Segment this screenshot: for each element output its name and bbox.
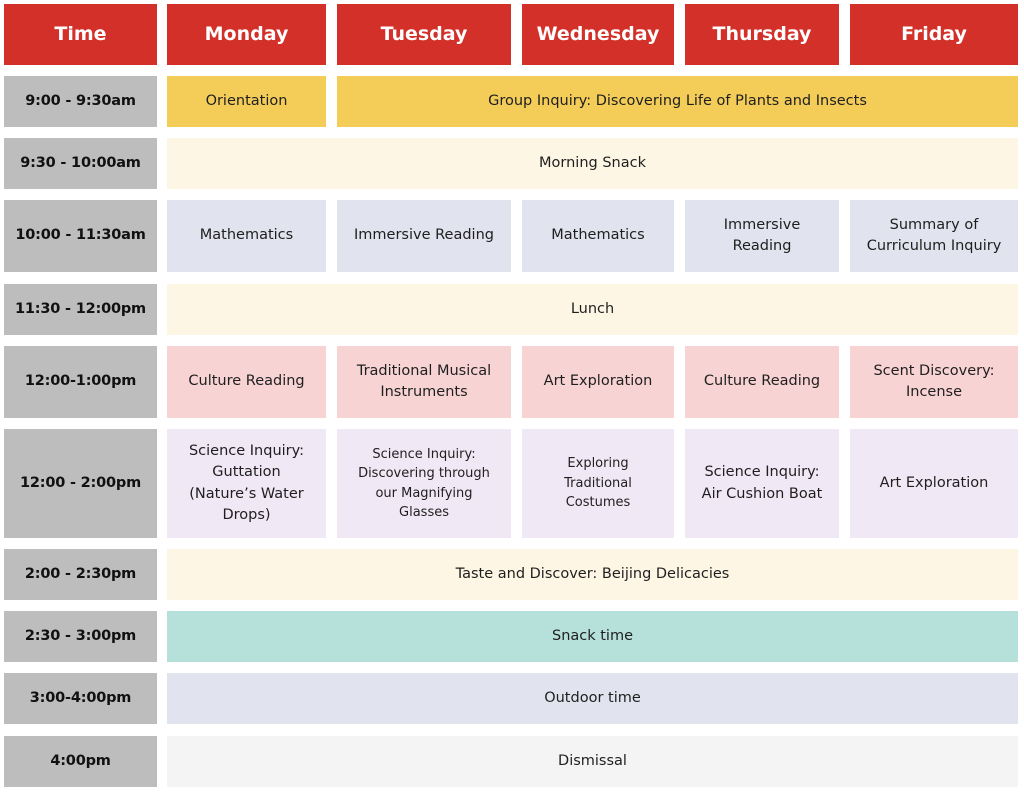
schedule-cell: Summary of Curriculum Inquiry [850, 200, 1018, 272]
schedule-cell: Culture Reading [167, 346, 326, 418]
schedule-cell-snack-time: Snack time [167, 611, 1018, 662]
schedule-cell: Science Inquiry: Air Cushion Boat [685, 429, 839, 538]
time-slot: 9:00 - 9:30am [4, 76, 157, 127]
schedule-cell-group-inquiry: Group Inquiry: Discovering Life of Plant… [337, 76, 1018, 127]
header-wednesday: Wednesday [522, 4, 674, 65]
schedule-cell: Exploring Traditional Costumes [522, 429, 674, 538]
schedule-cell-morning-snack: Morning Snack [167, 138, 1018, 189]
schedule-cell-lunch: Lunch [167, 284, 1018, 335]
schedule-cell-orientation: Orientation [167, 76, 326, 127]
header-time: Time [4, 4, 157, 65]
header-tuesday: Tuesday [337, 4, 511, 65]
schedule-cell: Science Inquiry: Discovering through our… [337, 429, 511, 538]
time-slot: 4:00pm [4, 736, 157, 787]
time-slot: 2:30 - 3:00pm [4, 611, 157, 662]
time-slot: 12:00-1:00pm [4, 346, 157, 418]
schedule-cell-outdoor-time: Outdoor time [167, 673, 1018, 724]
time-slot: 12:00 - 2:00pm [4, 429, 157, 538]
schedule-cell: Immersive Reading [685, 200, 839, 272]
time-slot: 2:00 - 2:30pm [4, 549, 157, 600]
schedule-cell: Art Exploration [522, 346, 674, 418]
schedule-cell-taste-and-discover: Taste and Discover: Beijing Delicacies [167, 549, 1018, 600]
schedule-cell: Immersive Reading [337, 200, 511, 272]
schedule-cell: Mathematics [167, 200, 326, 272]
header-monday: Monday [167, 4, 326, 65]
schedule-cell: Science Inquiry: Guttation (Nature’s Wat… [167, 429, 326, 538]
header-thursday: Thursday [685, 4, 839, 65]
time-slot: 11:30 - 12:00pm [4, 284, 157, 335]
schedule-cell: Culture Reading [685, 346, 839, 418]
header-friday: Friday [850, 4, 1018, 65]
schedule-cell: Traditional Musical Instruments [337, 346, 511, 418]
time-slot: 3:00-4:00pm [4, 673, 157, 724]
time-slot: 10:00 - 11:30am [4, 200, 157, 272]
time-slot: 9:30 - 10:00am [4, 138, 157, 189]
schedule-cell: Scent Discovery: Incense [850, 346, 1018, 418]
schedule-cell: Mathematics [522, 200, 674, 272]
schedule-cell-dismissal: Dismissal [167, 736, 1018, 787]
schedule-cell: Art Exploration [850, 429, 1018, 538]
